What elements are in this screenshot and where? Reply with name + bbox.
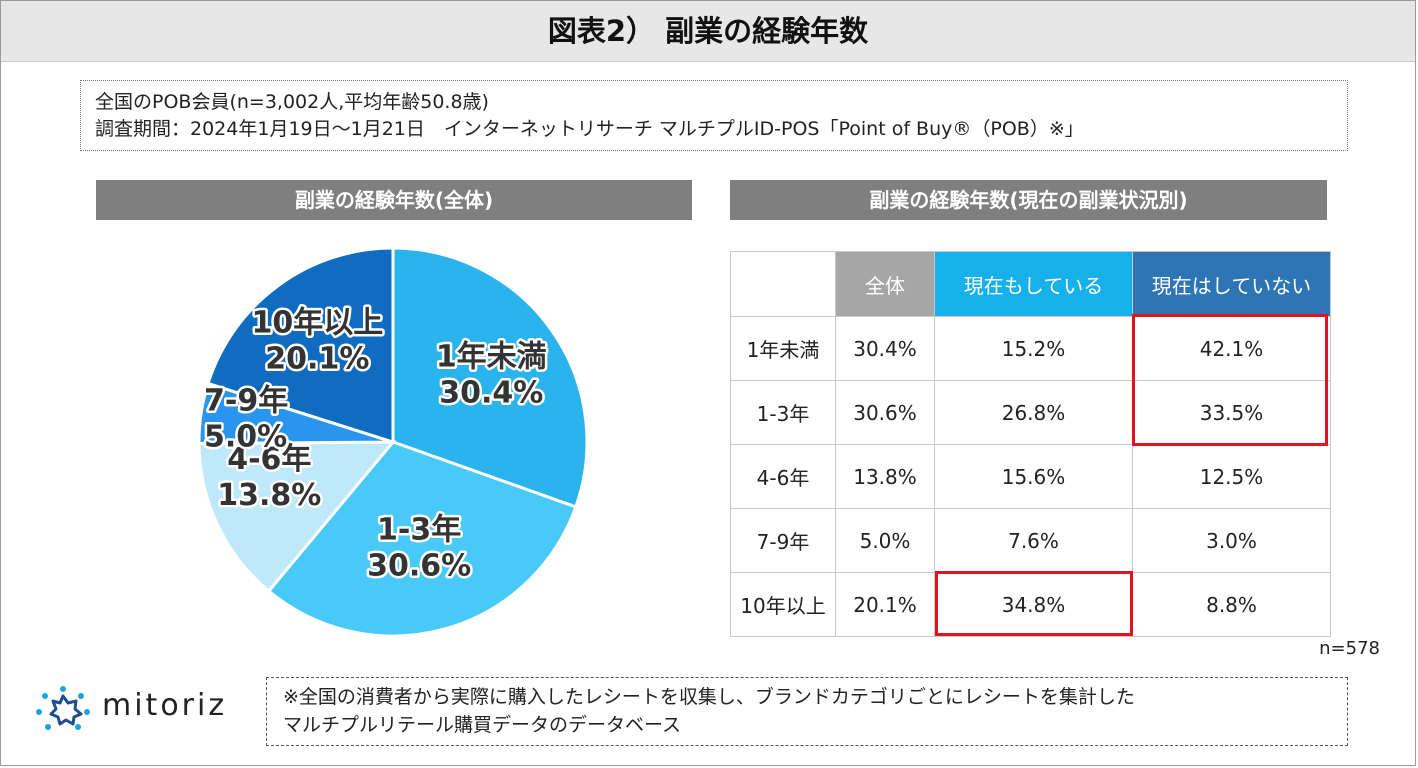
pie-label-1: 1-3年 30.6%: [367, 512, 471, 583]
pie-chart-header: 副業の経験年数(全体): [96, 180, 692, 220]
table-header-row: 全体 現在もしている 現在はしていない: [730, 251, 1331, 317]
column-header-current: 現在もしている: [934, 251, 1133, 317]
column-header-not-current: 現在はしていない: [1132, 251, 1331, 317]
table-cell: 26.8%: [934, 380, 1133, 445]
table-cell: 8.8%: [1132, 572, 1331, 637]
table-cell: 30.6%: [835, 380, 935, 445]
pie-category-label: 7-9年: [204, 384, 288, 419]
table-row: 1年未満 30.4% 15.2% 42.1%: [730, 316, 1331, 381]
table-row: 1-3年 30.6% 26.8% 33.5%: [730, 380, 1331, 445]
table-row: 4-6年 13.8% 15.6% 12.5%: [730, 444, 1331, 509]
pie-value-label: 30.4%: [439, 376, 543, 411]
pie-label-0: 1年未満 30.4%: [436, 340, 547, 411]
row-label: 1年未満: [730, 316, 836, 381]
table-cell: 33.5%: [1132, 380, 1331, 445]
table-cell: 13.8%: [835, 444, 935, 509]
table-cell: 15.2%: [934, 316, 1133, 381]
table-row: 10年以上 20.1% 34.8% 8.8%: [730, 572, 1331, 637]
pie-slice-0: [391, 246, 589, 509]
pie-slice-1: [266, 440, 578, 638]
table-cell: 30.4%: [835, 316, 935, 381]
footnote-box: ※全国の消費者から実際に購入したレシートを収集し、ブランドカテゴリごとにレシート…: [266, 677, 1348, 746]
pie-value-label: 5.0%: [204, 420, 287, 455]
survey-info-box: 全国のPOB会員(n=3,002人,平均年齢50.8歳) 調査期間：2024年1…: [80, 80, 1348, 151]
footnote-line-2: マルチプルリテール購買データのデータベース: [283, 714, 682, 736]
table-cell: 5.0%: [835, 508, 935, 573]
table-cell: 34.8%: [934, 572, 1133, 637]
pie-chart: 1年未満 30.4%1-3年 30.6%4-6年 13.8%7-9年 5.0%10年以上…: [197, 246, 589, 638]
row-label: 1-3年: [730, 380, 836, 445]
pie-slice-2: [197, 440, 397, 594]
starburst-logo-icon: [36, 686, 90, 730]
row-label: 7-9年: [730, 508, 836, 573]
pie-value-label: 20.1%: [265, 342, 369, 377]
table-cell: 7.6%: [934, 508, 1133, 573]
column-header-all: 全体: [835, 251, 935, 317]
pie-label-2: 4-6年 13.8%: [217, 442, 321, 513]
table-cell: 20.1%: [835, 572, 935, 637]
footnote-line-1: ※全国の消費者から実際に購入したレシートを収集し、ブランドカテゴリごとにレシート…: [283, 686, 1135, 708]
table-cell: 3.0%: [1132, 508, 1331, 573]
pie-category-label: 1年未満: [436, 340, 547, 375]
mitoriz-logo: mitoriz: [32, 684, 252, 732]
pie-slice-4: [206, 246, 395, 445]
table-header: 副業の経験年数(現在の副業状況別): [730, 180, 1327, 220]
survey-info-line-1: 全国のPOB会員(n=3,002人,平均年齢50.8歳): [95, 91, 489, 113]
table-cell: 15.6%: [934, 444, 1133, 509]
pie-value-label: 30.6%: [367, 548, 471, 583]
title-bar: 図表2） 副業の経験年数: [1, 1, 1415, 62]
pie-label-4: 10年以上 20.1%: [251, 306, 383, 377]
table-corner-cell: [730, 251, 836, 317]
survey-info-line-2: 調査期間：2024年1月19日～1月21日 インターネットリサーチ マルチプルI…: [95, 118, 1084, 140]
pie-category-label: 10年以上: [251, 306, 383, 341]
sample-size-label: n=578: [1319, 638, 1380, 659]
table-row: 7-9年 5.0% 7.6% 3.0%: [730, 508, 1331, 573]
pie-category-label: 1-3年: [377, 512, 461, 547]
table-cell: 42.1%: [1132, 316, 1331, 381]
status-table: 全体 現在もしている 現在はしていない 1年未満 30.4% 15.2% 42.…: [730, 251, 1331, 637]
pie-value-label: 13.8%: [217, 478, 321, 513]
table-cell: 12.5%: [1132, 444, 1331, 509]
row-label: 4-6年: [730, 444, 836, 509]
pie-label-3: 7-9年 5.0%: [204, 384, 288, 455]
pie-category-label: 4-6年: [227, 442, 311, 477]
page-title: 図表2） 副業の経験年数: [547, 14, 869, 48]
row-label: 10年以上: [730, 572, 836, 637]
logo-text: mitoriz: [102, 688, 228, 723]
